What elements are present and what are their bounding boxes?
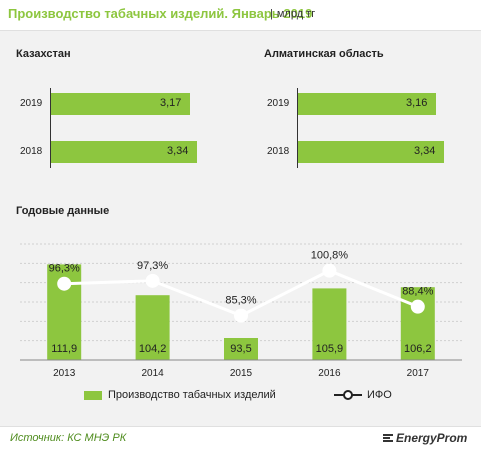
panel-title-almaty: Алматинская область xyxy=(264,48,384,60)
hbar-almaty-2018 xyxy=(298,141,444,163)
x-tick-label: 2013 xyxy=(53,368,76,379)
annual-bar-2014 xyxy=(135,295,170,360)
energyprom-logo-icon xyxy=(383,434,393,442)
ifo-point-2016 xyxy=(322,263,337,278)
hbar-value: 3,34 xyxy=(414,145,436,157)
ifo-point-2013 xyxy=(57,276,72,291)
panel-axis-almaty xyxy=(297,88,298,168)
year-label: 2019 xyxy=(20,98,43,109)
year-label: 2018 xyxy=(267,146,290,157)
unit-label: млрд тг xyxy=(270,8,315,20)
bar-value-label: 106,2 xyxy=(404,343,432,355)
ifo-value-label: 85,3% xyxy=(225,295,256,307)
legend-label-bars: Производство табачных изделий xyxy=(108,389,276,401)
panel-title-kazakhstan: Казахстан xyxy=(16,48,71,60)
ifo-value-label: 96,3% xyxy=(49,263,80,275)
hbar-kazakhstan-2019 xyxy=(51,93,190,115)
ifo-value-label: 88,4% xyxy=(402,286,433,298)
legend-label-line: ИФО xyxy=(367,389,392,401)
hbar-almaty-2019 xyxy=(298,93,436,115)
bar-value-label: 93,5 xyxy=(230,343,251,355)
panel-axis-kazakhstan xyxy=(50,88,51,168)
annual-bar-2017 xyxy=(400,287,435,360)
hbar-value: 3,17 xyxy=(160,97,182,109)
annual-bar-2016 xyxy=(312,288,347,360)
annual-bar-2015 xyxy=(224,338,258,360)
source-note: Источник: КС МНЭ РК xyxy=(10,432,127,444)
bar-value-label: 105,9 xyxy=(316,343,344,355)
x-tick-label: 2016 xyxy=(318,368,341,379)
header: Производство табачных изделий. Январь 20… xyxy=(0,0,481,31)
year-label: 2019 xyxy=(267,98,290,109)
x-tick-label: 2014 xyxy=(141,368,164,379)
brand-name: EnergyProm xyxy=(396,431,468,445)
hbar-value: 3,34 xyxy=(167,145,189,157)
hbar-kazakhstan-2018 xyxy=(51,141,197,163)
x-tick-label: 2015 xyxy=(230,368,253,379)
ifo-point-2015 xyxy=(234,308,248,323)
ifo-point-2017 xyxy=(410,299,425,314)
annual-chart: 111,9 2013 104,2 2014 93,5 2015 105,9 2016 106,2… xyxy=(20,243,462,379)
annual-title: Годовые данные xyxy=(16,205,110,217)
footer: Источник: КС МНЭ РК EnergyProm xyxy=(0,426,481,450)
ifo-value-label: 97,3% xyxy=(137,260,168,272)
legend-line-icon xyxy=(334,390,362,400)
bar-value-label: 104,2 xyxy=(139,343,167,355)
legend-swatch-bars xyxy=(84,391,102,400)
bar-value-label: 111,9 xyxy=(51,343,77,355)
x-tick-label: 2017 xyxy=(407,368,430,379)
ifo-point-2014 xyxy=(145,273,160,288)
page-title: Производство табачных изделий. Январь 20… xyxy=(8,6,313,21)
hbar-value: 3,16 xyxy=(406,97,428,109)
year-label: 2018 xyxy=(20,146,43,157)
ifo-value-label: 100,8% xyxy=(311,250,349,262)
